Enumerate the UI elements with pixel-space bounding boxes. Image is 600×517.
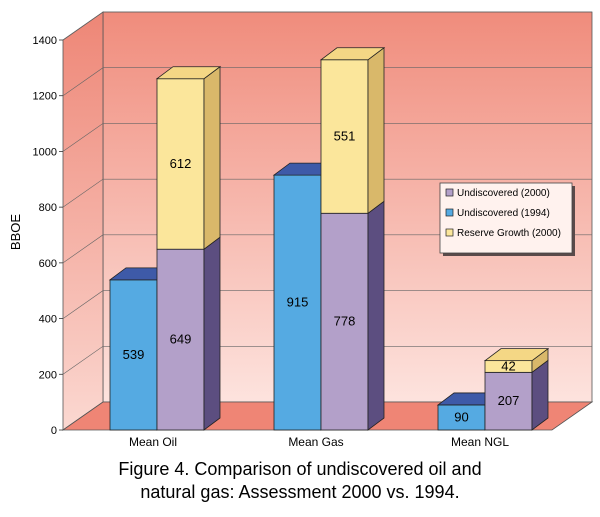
y-tick-label-400: 400	[39, 314, 57, 326]
legend-swatch-undiscovered-2000	[445, 188, 454, 197]
value-label-1994-mean-oil: 539	[123, 347, 145, 362]
bar-reserve-mean-oil-side	[203, 65, 221, 251]
y-axis-ticks: 0 200 400 600 800 1000 1200 1400	[33, 35, 63, 437]
figure-caption: Figure 4. Comparison of undiscovered oil…	[0, 458, 600, 504]
value-label-1994-mean-ngl: 90	[454, 409, 468, 424]
category-label-mean-ngl: Mean NGL	[451, 435, 509, 449]
value-label-2000-mean-ngl: 207	[498, 393, 520, 408]
labels: BBOE 539 649 612 Mean Oil 915 778 551 Mean Gas 90…	[8, 129, 519, 449]
value-label-2000-mean-oil: 649	[170, 332, 192, 347]
bar-reserve-mean-oil-top	[155, 66, 222, 80]
value-label-2000-mean-gas: 778	[334, 314, 356, 329]
gridline-1000	[62, 123, 592, 152]
legend-swatch-reserve-growth-2000	[445, 228, 454, 237]
bar-reserve-mean-gas-top	[319, 47, 386, 61]
legend: Undiscovered (2000) Undiscovered (1994) Re…	[439, 182, 575, 256]
value-label-reserve-mean-gas: 551	[334, 129, 356, 144]
gridline-800	[62, 178, 592, 208]
bar-reserve-mean-gas	[320, 46, 385, 215]
legend-box	[439, 182, 573, 254]
gridline-400	[62, 290, 592, 319]
category-label-mean-gas: Mean Gas	[288, 435, 343, 449]
y-tick-label-1400: 1400	[33, 35, 57, 47]
bar-2000-mean-gas	[320, 200, 385, 431]
y-tick-label-800: 800	[39, 202, 57, 214]
legend-label-reserve-growth-2000: Reserve Growth (2000)	[457, 228, 561, 239]
legend-swatch-undiscovered-1994	[445, 208, 454, 217]
value-label-reserve-mean-ngl: 42	[501, 358, 515, 373]
bars	[108, 46, 550, 431]
bar-reserve-mean-oil	[156, 65, 221, 251]
bar-2000-mean-ngl-front	[484, 371, 533, 431]
value-label-1994-mean-gas: 915	[287, 295, 309, 310]
value-label-reserve-mean-oil: 612	[170, 156, 192, 171]
bar-2000-mean-oil-side	[203, 236, 221, 431]
y-tick-label-200: 200	[39, 369, 57, 381]
gridline-200	[62, 345, 592, 375]
legend-label-undiscovered-1994: Undiscovered (1994)	[457, 208, 550, 219]
bar-chart: 0 200 400 600 800 1000 1200 1400 BBOE 539 649 612 M…	[8, 11, 594, 449]
bar-reserve-mean-gas-side	[367, 46, 385, 215]
y-tick-label-1000: 1000	[33, 146, 57, 158]
y-tick-label-600: 600	[39, 258, 57, 270]
y-axis-label: BBOE	[8, 214, 23, 250]
category-label-mean-oil: Mean Oil	[129, 435, 177, 449]
y-tick-label-0: 0	[51, 425, 57, 437]
gridline-1400	[62, 11, 592, 41]
bar-reserve-mean-ngl-top	[483, 348, 550, 362]
bar-1994-mean-gas-front	[273, 174, 322, 431]
legend-label-undiscovered-2000: Undiscovered (2000)	[457, 188, 550, 199]
bar-2000-mean-gas-side	[367, 200, 385, 431]
gridline-1200	[62, 67, 592, 96]
bar-1994-mean-oil-front	[109, 279, 158, 431]
caption-line-2: natural gas: Assessment 2000 vs. 1994.	[140, 482, 460, 502]
bar-reserve-mean-oil-front	[156, 78, 205, 250]
bar-2000-mean-gas-front	[320, 212, 369, 431]
y-tick-label-1200: 1200	[33, 91, 57, 103]
bar-2000-mean-ngl	[484, 359, 549, 431]
side-wall	[62, 11, 104, 431]
gridline-600	[62, 234, 592, 264]
bar-reserve-mean-gas-front	[320, 59, 369, 214]
gridlines	[62, 11, 592, 375]
caption-line-1: Figure 4. Comparison of undiscovered oil…	[118, 459, 482, 479]
